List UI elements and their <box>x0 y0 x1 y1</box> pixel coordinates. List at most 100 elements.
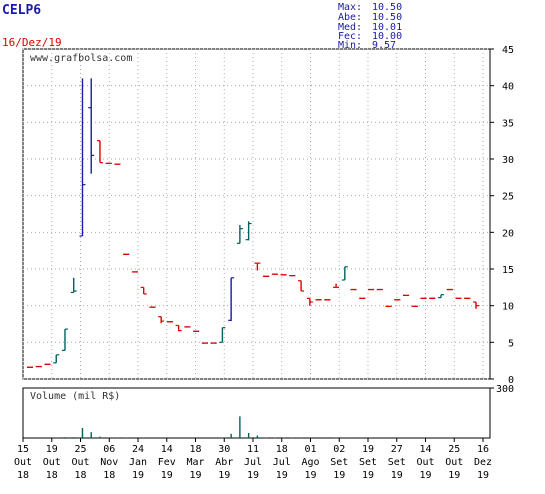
x-tick-day: 27 <box>391 444 403 455</box>
price-tick-label: 15 <box>502 265 514 276</box>
stat-value: 10.50 <box>372 2 402 13</box>
stat-label: Max: <box>338 2 362 13</box>
stat-value: 10.00 <box>372 31 402 42</box>
x-tick-month: Mar <box>186 457 204 468</box>
x-tick-year: 19 <box>218 470 230 481</box>
x-tick-month: Set <box>330 457 348 468</box>
ohlc-bar <box>438 294 445 299</box>
x-tick-month: Dez <box>474 457 492 468</box>
x-axis: 15 Out 18 19 Out 18 25 Out 18 06 Nov 18 24 Jan 19 14 Fev… <box>14 438 492 481</box>
x-tick-year: 18 <box>46 470 58 481</box>
price-axis: 0 5 10 15 20 25 30 35 40 45 <box>490 45 514 386</box>
volume-panel <box>22 387 491 439</box>
x-tick-day: 16 <box>477 444 489 455</box>
ohlc-bar <box>140 286 147 295</box>
x-tick-month: Out <box>445 457 463 468</box>
x-tick-year: 19 <box>333 470 345 481</box>
price-tick-label: 5 <box>508 338 514 349</box>
price-tick-label: 35 <box>502 118 514 129</box>
ohlc-bar <box>79 78 86 237</box>
price-tick-label: 20 <box>502 228 514 239</box>
price-bars <box>27 78 479 368</box>
ohlc-bar <box>175 324 182 332</box>
ohlc-bar <box>236 225 243 244</box>
x-tick-year: 19 <box>161 470 173 481</box>
price-tick-label: 40 <box>502 82 514 93</box>
chart-date: 16/Dez/19 <box>2 36 62 49</box>
x-tick-year: 19 <box>419 470 431 481</box>
ohlc-bar <box>333 283 340 288</box>
x-tick-day: 01 <box>304 444 316 455</box>
x-tick-year: 18 <box>17 470 29 481</box>
x-tick-year: 19 <box>304 470 316 481</box>
x-tick-day: 15 <box>17 444 29 455</box>
stat-value: 10.01 <box>372 22 402 33</box>
volume-bars <box>55 416 477 438</box>
ohlc-bar <box>61 328 68 351</box>
x-tick-day: 25 <box>74 444 86 455</box>
ohlc-bar <box>245 221 252 241</box>
x-tick-month: Jul <box>273 457 291 468</box>
ohlc-bar <box>96 140 103 164</box>
x-tick-year: 19 <box>448 470 460 481</box>
ohlc-bar <box>88 78 95 174</box>
stats-panel: Max: 10.50 Abe: 10.50 Med: 10.01 Fec: 10… <box>338 2 402 51</box>
ohlc-bar <box>70 277 77 294</box>
x-tick-year: 19 <box>477 470 489 481</box>
x-tick-year: 19 <box>362 470 374 481</box>
x-tick-day: 18 <box>189 444 201 455</box>
x-tick-month: Out <box>14 457 32 468</box>
ohlc-bar <box>53 354 60 364</box>
x-tick-year: 19 <box>391 470 403 481</box>
x-tick-month: Ago <box>301 457 319 468</box>
stat-label: Min: <box>338 40 362 51</box>
x-tick-year: 19 <box>247 470 259 481</box>
x-tick-month: Out <box>416 457 434 468</box>
price-tick-label: 0 <box>508 375 514 386</box>
x-tick-year: 19 <box>132 470 144 481</box>
price-tick-label: 45 <box>502 45 514 56</box>
x-tick-day: 25 <box>448 444 460 455</box>
x-tick-month: Fev <box>158 457 176 468</box>
ohlc-bar <box>158 316 165 324</box>
ohlc-bar <box>341 266 348 281</box>
x-tick-day: 06 <box>103 444 115 455</box>
price-tick-label: 30 <box>502 155 514 166</box>
x-tick-month: Out <box>71 457 89 468</box>
x-tick-year: 19 <box>189 470 201 481</box>
x-tick-month: Nov <box>100 457 118 468</box>
x-tick-month: Set <box>359 457 377 468</box>
x-tick-year: 18 <box>103 470 115 481</box>
x-tick-day: 30 <box>218 444 230 455</box>
x-tick-day: 18 <box>276 444 288 455</box>
price-tick-label: 10 <box>502 302 514 313</box>
stat-label: Fec: <box>338 31 362 42</box>
ohlc-bar <box>219 327 226 343</box>
ohlc-bar <box>228 277 235 322</box>
x-tick-day: 14 <box>419 444 431 455</box>
x-tick-month: Jan <box>129 457 147 468</box>
ohlc-bar <box>254 262 261 271</box>
watermark: www.grafbolsa.com <box>30 53 132 64</box>
x-tick-day: 14 <box>161 444 173 455</box>
volume-label: Volume (mil R$) <box>30 391 120 402</box>
price-panel <box>22 48 491 380</box>
x-tick-day: 11 <box>247 444 259 455</box>
stat-value: 10.50 <box>372 12 402 23</box>
ohlc-bar <box>298 280 305 292</box>
ticker-title: CELP6 <box>2 3 41 18</box>
stat-value: 9.57 <box>372 40 396 51</box>
x-tick-day: 19 <box>362 444 374 455</box>
x-tick-year: 18 <box>74 470 86 481</box>
stat-label: Med: <box>338 22 362 33</box>
x-tick-day: 02 <box>333 444 345 455</box>
x-tick-month: Jul <box>244 457 262 468</box>
volume-tick-label: 300 <box>496 384 514 395</box>
ohlc-bar <box>306 297 313 306</box>
x-tick-year: 19 <box>276 470 288 481</box>
x-tick-day: 24 <box>132 444 144 455</box>
ohlc-bar <box>473 301 479 309</box>
x-tick-month: Out <box>43 457 61 468</box>
